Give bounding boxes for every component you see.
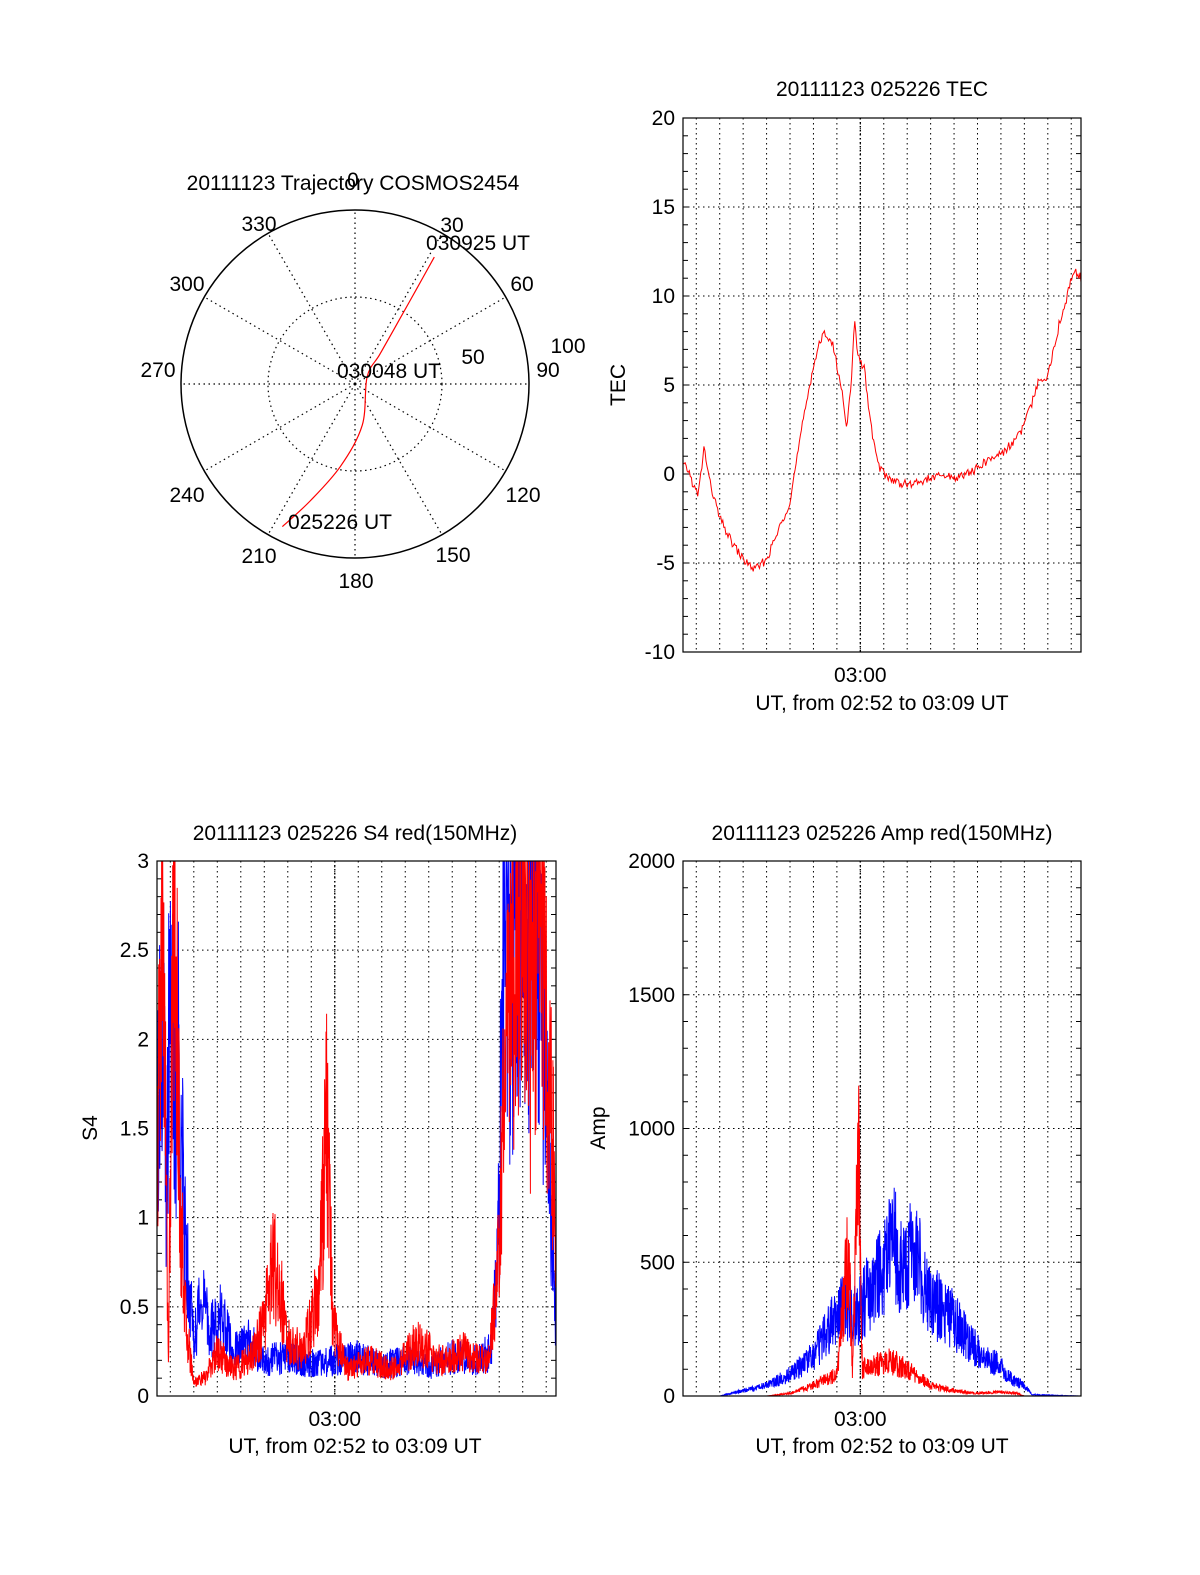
- y-tick-label: 3: [137, 850, 149, 873]
- polar-spoke: [267, 233, 356, 385]
- trajectory-title: 20111123 Trajectory COSMOS2454: [187, 172, 520, 195]
- tec-x-axis-label: UT, from 02:52 to 03:09 UT: [755, 692, 1008, 715]
- tec-y-axis-label: TEC: [607, 364, 630, 406]
- y-tick-label: -5: [656, 552, 675, 575]
- plot-frame: [682, 117, 1082, 653]
- s4-y-axis-label: S4: [79, 1115, 102, 1141]
- y-tick-label: 0: [663, 463, 675, 486]
- s4-chart: 20111123 025226 S4 red(150MHz) UT, from …: [79, 822, 557, 1458]
- y-tick-label: 0.5: [120, 1296, 149, 1319]
- polar-angle-label: 330: [241, 213, 276, 236]
- y-tick-label: 1000: [628, 1118, 675, 1141]
- y-tick-label: -10: [645, 641, 675, 664]
- polar-angle-label: 30: [440, 214, 463, 237]
- y-tick-label: 1500: [628, 984, 675, 1007]
- tec-title: 20111123 025226 TEC: [776, 78, 988, 101]
- y-tick-label: 2.5: [120, 939, 149, 962]
- polar-angle-label: 150: [435, 544, 470, 567]
- polar-angle-label: 240: [169, 484, 204, 507]
- trajectory-track: [281, 256, 435, 528]
- polar-spoke: [267, 383, 356, 535]
- y-tick-label: 0: [137, 1385, 149, 1408]
- polar-ring-outer: [180, 209, 530, 559]
- s4-title: 20111123 025226 S4 red(150MHz): [193, 822, 518, 845]
- amp-x-axis-label: UT, from 02:52 to 03:09 UT: [755, 1435, 1008, 1458]
- amp-y-axis-label: Amp: [587, 1106, 610, 1149]
- polar-angle-label: 270: [140, 359, 175, 382]
- polar-angle-label: 300: [169, 273, 204, 296]
- polar-angle-label: 210: [241, 545, 276, 568]
- plot-frame: [156, 860, 557, 1397]
- polar-angle-label: 120: [505, 484, 540, 507]
- polar-angle-label: 90: [536, 359, 559, 382]
- trajectory-time-label: 030925 UT: [426, 232, 530, 255]
- y-tick-label: 10: [652, 285, 675, 308]
- polar-angle-label: 60: [510, 273, 533, 296]
- trajectory-time-label: 030048 UT: [337, 360, 441, 383]
- x-tick-label: 03:00: [834, 664, 887, 687]
- series-line-red: [682, 268, 1082, 572]
- x-tick-label: 03:00: [834, 1408, 887, 1431]
- amp-title: 20111123 025226 Amp red(150MHz): [712, 822, 1053, 845]
- y-tick-label: 500: [640, 1251, 675, 1274]
- polar-spoke: [204, 383, 356, 472]
- y-tick-label: 1.5: [120, 1118, 149, 1141]
- x-tick-label: 03:00: [308, 1408, 361, 1431]
- tec-chart: 20111123 025226 TEC UT, from 02:52 to 03…: [607, 78, 1082, 715]
- polar-ring-inner: [267, 296, 443, 472]
- y-tick-label: 5: [663, 374, 675, 397]
- series-line-red: [156, 860, 557, 1387]
- s4-x-axis-label: UT, from 02:52 to 03:09 UT: [228, 1435, 481, 1458]
- polar-angle-label: 180: [338, 570, 373, 593]
- polar-angle-label: 0: [347, 169, 359, 192]
- y-tick-label: 2000: [628, 850, 675, 873]
- polar-spoke: [354, 383, 443, 535]
- polar-spoke: [354, 383, 506, 472]
- polar-spoke: [354, 296, 506, 385]
- trajectory-polar-plot: 20111123 Trajectory COSMOS2454 0 30 60 90 12…: [140, 169, 585, 593]
- plot-frame: [682, 860, 1082, 1397]
- polar-radius-label: 50: [461, 346, 484, 369]
- y-tick-label: 15: [652, 196, 675, 219]
- y-tick-label: 0: [663, 1385, 675, 1408]
- y-tick-label: 20: [652, 107, 675, 130]
- y-tick-label: 1: [137, 1207, 149, 1230]
- polar-spoke: [204, 296, 356, 385]
- amp-chart: 20111123 025226 Amp red(150MHz) UT, from…: [587, 822, 1082, 1458]
- series-line-blue: [683, 1187, 1081, 1397]
- y-tick-label: 2: [137, 1028, 149, 1051]
- polar-spoke: [354, 233, 443, 385]
- polar-radius-label: 100: [550, 335, 585, 358]
- trajectory-time-label: 025226 UT: [288, 511, 392, 534]
